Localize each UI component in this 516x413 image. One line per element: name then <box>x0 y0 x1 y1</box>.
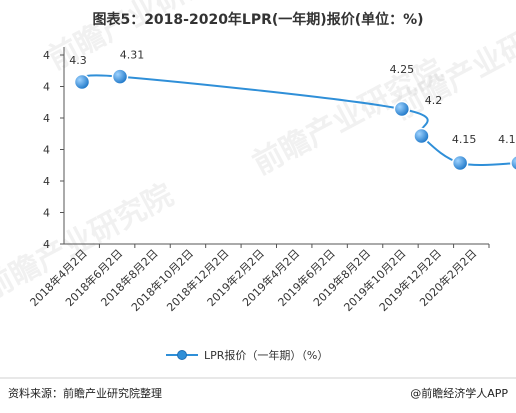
data-point <box>413 127 430 145</box>
data-label: 4.15 <box>452 133 477 146</box>
source-text: 资料来源：前瞻产业研究院整理 <box>8 386 162 400</box>
data-label: 4.31 <box>120 49 145 62</box>
y-tick-label: 4 <box>43 49 50 62</box>
x-tick-label: 2019年12月2日 <box>376 246 444 314</box>
data-point <box>111 68 129 85</box>
data-point <box>451 154 469 172</box>
x-tick-labels: 2018年4月2日2018年6月2日2018年8月2日2018年10月2日201… <box>27 244 490 314</box>
y-tick-labels: 4 4 4 4 4 4 4 <box>43 49 64 251</box>
y-tick-label: 4 <box>43 144 50 157</box>
data-point <box>73 73 91 91</box>
chart-title: 图表5：2018-2020年LPR(一年期)报价(单位：%) <box>92 11 423 28</box>
data-labels: 4.3 4.31 4.25 4.2 4.15 4.15 <box>69 49 516 146</box>
data-label: 4.2 <box>425 94 443 107</box>
data-point <box>510 155 516 171</box>
y-tick-label: 4 <box>43 81 50 94</box>
x-tick-label: 2018年10月2日 <box>128 246 196 314</box>
legend-marker <box>177 350 187 360</box>
data-label: 4.25 <box>390 63 415 76</box>
y-tick-label: 4 <box>43 207 50 220</box>
x-tick-label: 2018年12月2日 <box>164 246 232 314</box>
data-points <box>73 68 516 172</box>
legend: LPR报价（一年期）（%） <box>166 348 328 362</box>
brand-text: @前瞻经济学人APP <box>410 386 508 400</box>
x-tick-label: 2019年10月2日 <box>341 246 409 314</box>
y-tick-label: 4 <box>43 112 50 125</box>
data-label: 4.15 <box>498 133 516 146</box>
y-tick-label: 4 <box>43 175 50 188</box>
data-point <box>393 100 411 118</box>
legend-label: LPR报价（一年期）（%） <box>204 348 328 362</box>
y-tick-label: 4 <box>43 238 50 251</box>
data-label: 4.3 <box>69 54 87 67</box>
